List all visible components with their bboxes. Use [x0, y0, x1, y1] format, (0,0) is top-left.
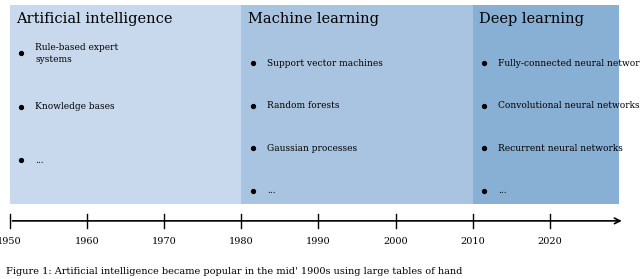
Text: ...: ... [499, 186, 507, 195]
Text: Convolutional neural networks: Convolutional neural networks [499, 101, 640, 110]
Text: Fully-connected neural networks: Fully-connected neural networks [499, 59, 640, 68]
Text: Recurrent neural networks: Recurrent neural networks [499, 144, 623, 153]
Text: Rule-based expert
systems: Rule-based expert systems [35, 43, 118, 64]
Text: ...: ... [35, 156, 44, 165]
Text: Figure 1: Artificial intelligence became popular in the mid' 1900s using large t: Figure 1: Artificial intelligence became… [6, 267, 463, 276]
Text: 1980: 1980 [229, 237, 253, 246]
Text: ...: ... [267, 186, 275, 195]
Text: 1950: 1950 [0, 237, 22, 246]
Text: 1990: 1990 [306, 237, 331, 246]
Text: 2000: 2000 [383, 237, 408, 246]
Bar [10, 5, 620, 204]
Text: 2010: 2010 [460, 237, 485, 246]
Text: Support vector machines: Support vector machines [267, 59, 383, 68]
Text: Deep learning: Deep learning [479, 12, 584, 26]
Text: 1960: 1960 [74, 237, 99, 246]
Text: Machine learning: Machine learning [248, 12, 379, 26]
Text: Random forests: Random forests [267, 101, 339, 110]
Text: 1970: 1970 [152, 237, 177, 246]
Text: Artificial intelligence: Artificial intelligence [16, 12, 173, 26]
Text: Knowledge bases: Knowledge bases [35, 102, 115, 111]
Text: Gaussian processes: Gaussian processes [267, 144, 357, 153]
Bar [473, 5, 620, 204]
Text: 2020: 2020 [538, 237, 563, 246]
Bar [241, 5, 620, 204]
